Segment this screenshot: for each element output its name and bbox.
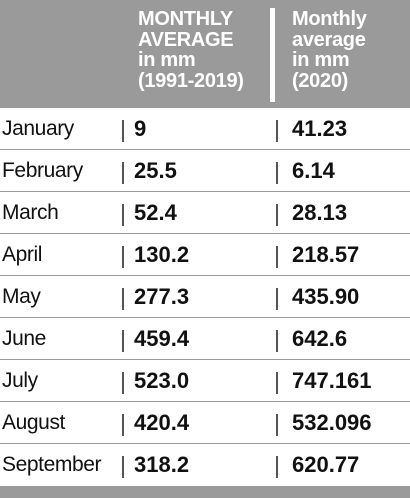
avg-1991-2019-value: 52.4	[134, 200, 177, 225]
column-separator	[276, 204, 278, 226]
row-divider	[0, 191, 410, 192]
row-divider	[0, 317, 410, 318]
table-row: May 277.3 435.90	[0, 276, 410, 318]
avg-2020-value: 642.6	[292, 326, 348, 351]
header-col1-line: AVERAGE	[138, 28, 234, 51]
avg-1991-2019-value: 318.2	[134, 452, 190, 477]
header-divider	[270, 8, 275, 102]
header-col-average-1991-2019: MONTHLY AVERAGE in mm (1991-2019)	[138, 9, 268, 91]
column-separator	[276, 246, 278, 268]
column-separator	[122, 372, 124, 394]
avg-1991-2019-value: 9	[134, 116, 147, 141]
table-footer-bar	[0, 486, 410, 498]
month-label: February	[2, 159, 83, 182]
month-label: May	[2, 285, 41, 308]
column-separator	[276, 330, 278, 352]
avg-2020-value: 41.23	[292, 116, 348, 141]
avg-2020-value: 6.14	[292, 158, 335, 183]
table-row: July 523.0 747.161	[0, 360, 410, 402]
avg-2020-value: 532.096	[292, 410, 372, 435]
column-separator	[122, 246, 124, 268]
row-divider	[0, 401, 410, 402]
avg-1991-2019-value: 420.4	[134, 410, 190, 435]
month-label: September	[2, 453, 102, 476]
column-separator	[122, 330, 124, 352]
table-row: March 52.4 28.13	[0, 192, 410, 234]
column-separator	[276, 162, 278, 184]
table-body: January 9 41.23 February 25.5 6.14 March…	[0, 108, 410, 486]
avg-2020-value: 620.77	[292, 452, 360, 477]
header-col2-line: Monthly	[292, 8, 367, 30]
month-label: July	[2, 369, 38, 392]
avg-1991-2019-value: 523.0	[134, 368, 190, 393]
table-row: September 318.2 620.77	[0, 444, 410, 486]
column-separator	[276, 414, 278, 436]
column-separator	[122, 456, 124, 478]
column-separator	[122, 414, 124, 436]
column-separator	[276, 120, 278, 142]
column-separator	[122, 288, 124, 310]
table-row: April 130.2 218.57	[0, 234, 410, 276]
avg-2020-value: 218.57	[292, 242, 360, 267]
table-row: January 9 41.23	[0, 108, 410, 150]
header-col2-line: in mm	[292, 49, 350, 71]
column-separator	[276, 372, 278, 394]
avg-1991-2019-value: 277.3	[134, 284, 190, 309]
avg-1991-2019-value: 459.4	[134, 326, 190, 351]
column-separator	[122, 204, 124, 226]
month-label: June	[2, 327, 46, 350]
row-divider	[0, 275, 410, 276]
month-label: April	[2, 243, 43, 266]
month-label: August	[2, 411, 65, 434]
month-label: January	[2, 117, 74, 140]
table-header: MONTHLY AVERAGE in mm (1991-2019) Monthl…	[0, 0, 410, 108]
avg-1991-2019-value: 130.2	[134, 242, 190, 267]
header-col2-line: average	[292, 28, 366, 51]
row-divider	[0, 149, 410, 150]
row-divider	[0, 359, 410, 360]
header-col2-line: (2020)	[292, 69, 349, 92]
column-separator	[276, 288, 278, 310]
header-col1-line: in mm	[138, 49, 196, 71]
column-separator	[122, 120, 124, 142]
month-label: March	[2, 201, 59, 224]
avg-2020-value: 28.13	[292, 200, 348, 225]
table-row: February 25.5 6.14	[0, 150, 410, 192]
column-separator	[276, 456, 278, 478]
header-col1-line: MONTHLY	[138, 8, 233, 30]
column-separator	[122, 162, 124, 184]
header-col-average-2020: Monthly average in mm (2020)	[292, 9, 404, 91]
row-divider	[0, 233, 410, 234]
avg-1991-2019-value: 25.5	[134, 158, 177, 183]
header-col1-line: (1991-2019)	[138, 69, 244, 92]
table-row: June 459.4 642.6	[0, 318, 410, 360]
table-row: August 420.4 532.096	[0, 402, 410, 444]
row-divider	[0, 443, 410, 444]
avg-2020-value: 747.161	[292, 368, 372, 393]
avg-2020-value: 435.90	[292, 284, 360, 309]
